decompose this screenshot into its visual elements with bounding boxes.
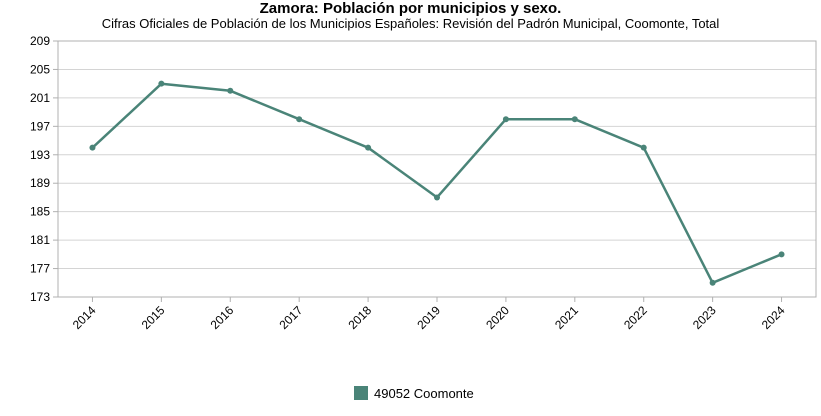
y-tick-label: 177 <box>30 262 50 276</box>
y-axis: 173 177 181 185 189 193 197 201 205 209 <box>30 34 58 304</box>
x-tick-label: 2014 <box>70 303 99 332</box>
y-tick-label: 201 <box>30 91 50 105</box>
x-tick-label: 2015 <box>139 303 168 332</box>
y-tick-label: 193 <box>30 148 50 162</box>
y-tick-label: 173 <box>30 290 50 304</box>
data-point <box>640 144 647 151</box>
y-tick-label: 185 <box>30 205 50 219</box>
x-tick-label: 2021 <box>552 303 581 332</box>
data-point <box>502 116 509 123</box>
data-point <box>365 144 372 151</box>
grid-lines <box>58 40 816 298</box>
y-tick-label: 205 <box>30 62 50 76</box>
x-tick-label: 2023 <box>690 303 719 332</box>
chart-subtitle: Cifras Oficiales de Población de los Mun… <box>101 16 720 31</box>
x-tick-label: 2017 <box>277 303 306 332</box>
y-tick-label: 181 <box>30 233 50 247</box>
legend-label: 49052 Coomonte <box>374 386 474 401</box>
data-point <box>158 80 165 87</box>
legend[interactable]: 49052 Coomonte <box>354 386 474 401</box>
data-point <box>778 251 785 258</box>
data-point <box>709 279 716 286</box>
x-tick-label: 2019 <box>414 303 443 332</box>
x-tick-label: 2024 <box>759 303 788 332</box>
series-layer <box>89 80 785 286</box>
data-point <box>571 116 578 123</box>
x-tick-label: 2018 <box>345 303 374 332</box>
x-axis: 2014 2015 2016 2017 2018 2019 2020 2021 2022 2023… <box>70 297 788 332</box>
data-point <box>296 116 303 123</box>
data-point <box>227 87 234 94</box>
data-point <box>434 194 440 201</box>
data-point <box>89 144 96 151</box>
legend-swatch <box>354 386 368 400</box>
chart-title: Zamora: Población por municipios y sexo. <box>259 0 562 17</box>
y-tick-label: 189 <box>30 176 50 190</box>
y-tick-label: 197 <box>30 119 50 133</box>
x-tick-label: 2016 <box>208 303 237 332</box>
plot-area <box>57 40 817 298</box>
x-tick-label: 2020 <box>483 303 512 332</box>
y-tick-label: 209 <box>30 34 50 48</box>
x-tick-label: 2022 <box>621 303 650 332</box>
